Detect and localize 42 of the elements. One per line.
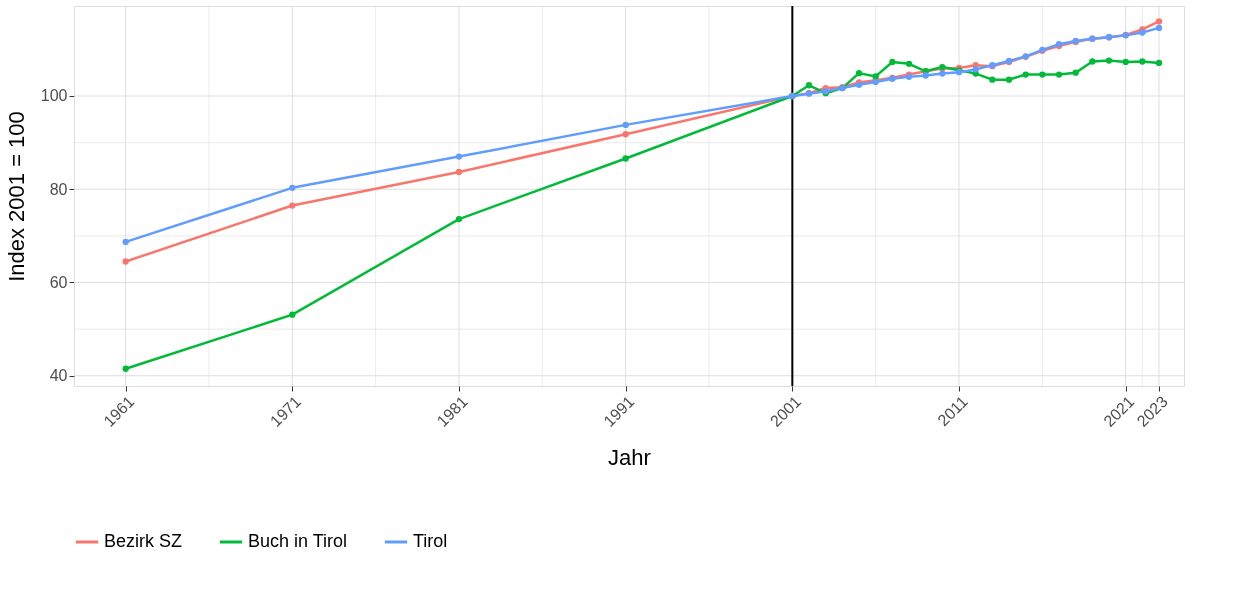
point [989, 76, 996, 83]
point [1022, 71, 1029, 78]
point [455, 168, 463, 176]
point [1089, 58, 1096, 65]
point [922, 72, 929, 79]
point [872, 73, 879, 80]
y-tick-label: 60 [49, 273, 68, 291]
point [855, 69, 863, 77]
point [455, 153, 463, 160]
point [289, 311, 296, 318]
x-axis-title: Jahr [608, 444, 651, 470]
point [889, 58, 896, 66]
point [1072, 69, 1079, 76]
point [805, 82, 813, 89]
point [122, 258, 129, 265]
legend-label: Buch in Tirol [248, 531, 348, 551]
point [1155, 59, 1163, 67]
point [939, 70, 946, 77]
point [1139, 58, 1146, 65]
point [289, 202, 296, 209]
y-tick-label: 40 [49, 367, 68, 385]
point [1055, 71, 1063, 78]
point [1155, 24, 1163, 32]
point [972, 66, 979, 73]
point [1155, 18, 1163, 25]
point [622, 121, 629, 129]
point [905, 60, 913, 67]
y-axis-title: Index 2001 = 100 [3, 111, 29, 282]
point [1005, 76, 1013, 83]
point [622, 131, 629, 138]
point [1105, 57, 1113, 64]
point [1122, 58, 1129, 66]
point [455, 215, 463, 223]
point [122, 238, 129, 246]
legend-label: Bezirk SZ [104, 531, 183, 551]
point [622, 155, 629, 162]
point [289, 184, 296, 191]
legend-label: Tirol [413, 531, 448, 551]
y-tick-label: 80 [49, 180, 68, 198]
point [122, 365, 129, 372]
y-tick-label: 100 [40, 87, 68, 105]
point [1039, 71, 1046, 78]
